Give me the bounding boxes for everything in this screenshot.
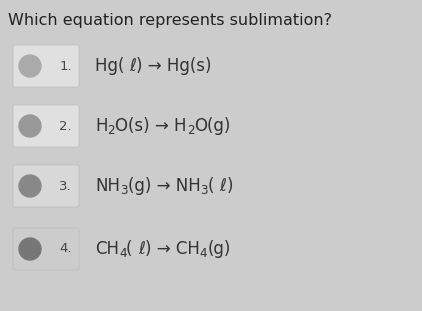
- Text: 4: 4: [119, 247, 127, 260]
- Text: ) → CH: ) → CH: [145, 240, 200, 258]
- Text: 2: 2: [108, 124, 115, 137]
- Text: (: (: [208, 177, 219, 195]
- FancyBboxPatch shape: [13, 105, 79, 147]
- Text: 3: 3: [200, 184, 208, 197]
- Text: Which equation represents sublimation?: Which equation represents sublimation?: [8, 13, 332, 28]
- Text: 3.: 3.: [60, 179, 72, 193]
- Text: (g) → NH: (g) → NH: [127, 177, 200, 195]
- Text: H: H: [95, 117, 108, 135]
- Text: ℓ: ℓ: [130, 57, 136, 75]
- Text: ℓ: ℓ: [138, 240, 145, 258]
- Text: O(s) → H: O(s) → H: [115, 117, 187, 135]
- Text: (g): (g): [207, 240, 231, 258]
- Text: 2.: 2.: [60, 119, 72, 132]
- Text: ) → Hg(s): ) → Hg(s): [136, 57, 212, 75]
- Text: ℓ: ℓ: [219, 177, 227, 195]
- Text: CH: CH: [95, 240, 119, 258]
- FancyBboxPatch shape: [13, 228, 79, 270]
- FancyBboxPatch shape: [13, 45, 79, 87]
- Text: 3: 3: [120, 184, 127, 197]
- Text: (: (: [127, 240, 138, 258]
- Text: NH: NH: [95, 177, 120, 195]
- Circle shape: [19, 175, 41, 197]
- FancyBboxPatch shape: [13, 165, 79, 207]
- Text: 2: 2: [187, 124, 194, 137]
- Text: 1.: 1.: [60, 59, 72, 72]
- Text: ): ): [227, 177, 233, 195]
- Text: 4: 4: [200, 247, 207, 260]
- Text: O(g): O(g): [194, 117, 231, 135]
- Text: Hg(: Hg(: [95, 57, 130, 75]
- Circle shape: [19, 238, 41, 260]
- Circle shape: [19, 115, 41, 137]
- Text: 4.: 4.: [60, 243, 72, 256]
- Circle shape: [19, 55, 41, 77]
